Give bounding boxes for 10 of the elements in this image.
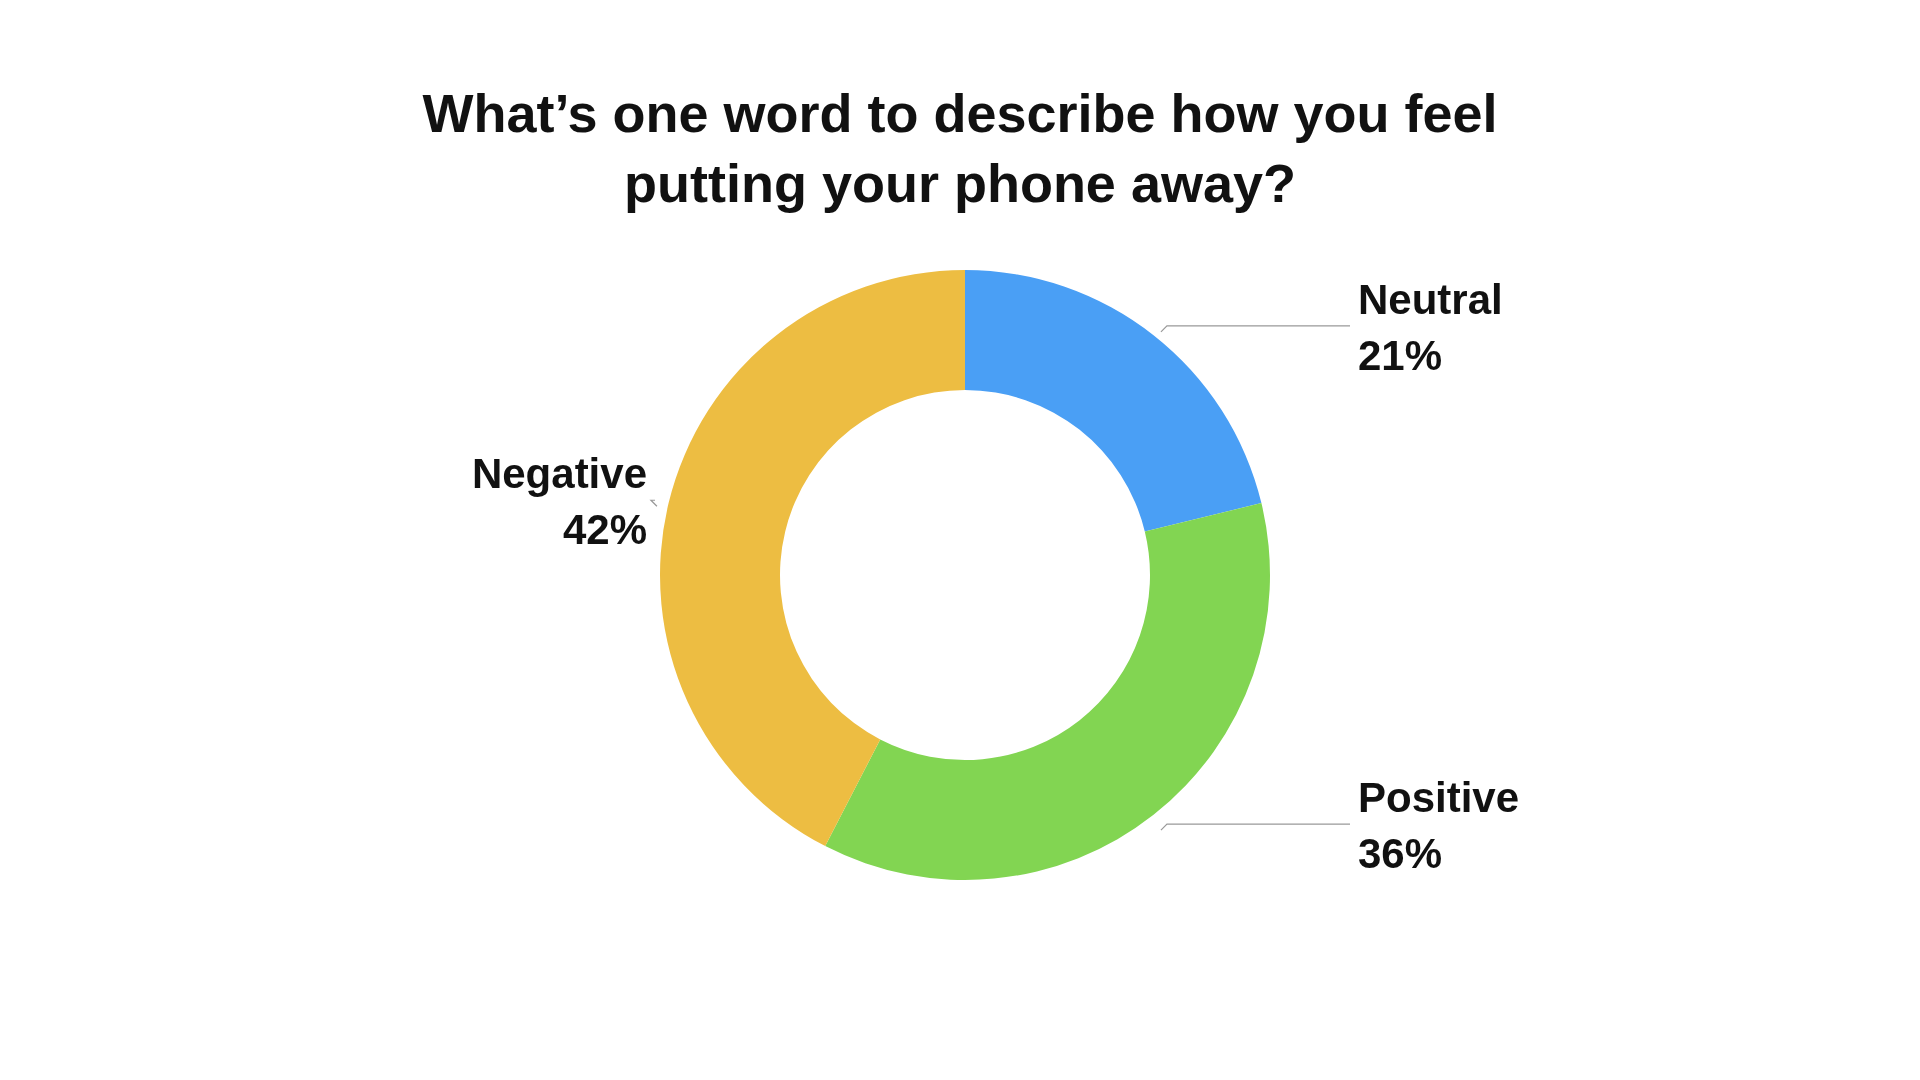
donut-slice xyxy=(660,270,965,847)
slice-label: Negative xyxy=(471,450,647,498)
slice-label: Positive xyxy=(1358,774,1520,822)
data-label: 21% xyxy=(1358,331,1443,379)
donut-slice xyxy=(825,503,1270,880)
data-label: 36% xyxy=(1358,830,1443,878)
data-label: 42% xyxy=(562,506,647,554)
donut-slice xyxy=(965,270,1262,532)
chart-title: What’s one word to describe how you feel putting your phone away? xyxy=(421,82,1499,215)
slice-label: Neutral xyxy=(1358,275,1503,323)
